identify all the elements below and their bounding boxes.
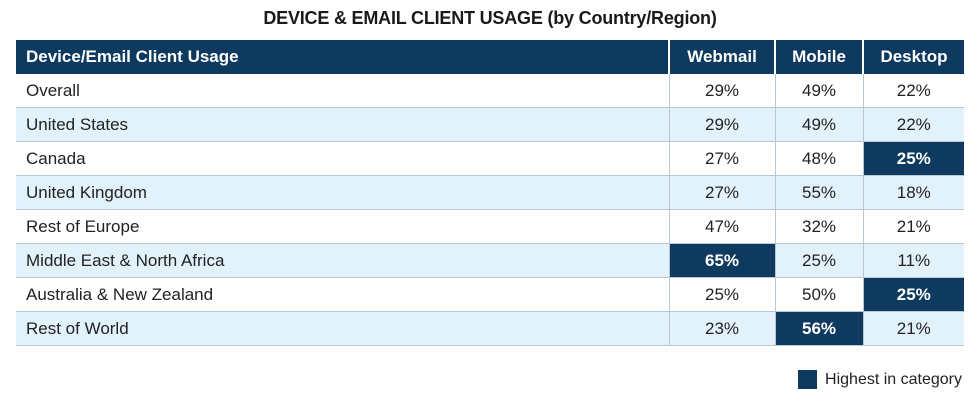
row-label: Australia & New Zealand	[16, 277, 670, 312]
legend: Highest in category	[798, 370, 962, 389]
cell-webmail: 29%	[669, 74, 776, 108]
cell-webmail: 25%	[669, 277, 776, 312]
filled-square-icon	[798, 370, 818, 389]
row-label: Rest of Europe	[16, 209, 670, 244]
table-row: United Kingdom 27% 55% 18%	[16, 175, 964, 210]
cell-mobile: 50%	[775, 277, 864, 312]
cell-webmail: 65%	[669, 243, 776, 278]
column-header-webmail: Webmail	[669, 40, 776, 74]
row-label: Overall	[16, 74, 670, 108]
cell-webmail: 47%	[669, 209, 776, 244]
cell-mobile: 49%	[775, 107, 864, 142]
row-label: Rest of World	[16, 311, 670, 346]
cell-webmail: 27%	[669, 175, 776, 210]
cell-mobile: 56%	[775, 311, 864, 346]
usage-table: Device/Email Client Usage Webmail Mobile…	[16, 40, 964, 346]
cell-webmail: 29%	[669, 107, 776, 142]
table-row: Rest of World 23% 56% 21%	[16, 311, 964, 346]
table-row: Overall 29% 49% 22%	[16, 74, 964, 108]
table-body: Overall 29% 49% 22% United States 29% 49% 22% Ca…	[16, 74, 964, 346]
column-header-desktop: Desktop	[863, 40, 964, 74]
table-row: Canada 27% 48% 25%	[16, 141, 964, 176]
cell-desktop: 22%	[863, 74, 964, 108]
row-label: Middle East & North Africa	[16, 243, 670, 278]
cell-mobile: 25%	[775, 243, 864, 278]
table-row: Australia & New Zealand 25% 50% 25%	[16, 277, 964, 312]
chart-title: DEVICE & EMAIL CLIENT USAGE (by Country/…	[263, 8, 717, 28]
cell-desktop: 22%	[863, 107, 964, 142]
cell-desktop: 18%	[863, 175, 964, 210]
cell-desktop: 25%	[863, 141, 964, 176]
cell-desktop: 21%	[863, 209, 964, 244]
cell-desktop: 21%	[863, 311, 964, 346]
cell-mobile: 48%	[775, 141, 864, 176]
row-label: Canada	[16, 141, 670, 176]
table-row: Middle East & North Africa 65% 25% 11%	[16, 243, 964, 278]
cell-webmail: 27%	[669, 141, 776, 176]
row-label: United States	[16, 107, 670, 142]
table-header-row: Device/Email Client Usage Webmail Mobile…	[16, 40, 964, 74]
table-row: Rest of Europe 47% 32% 21%	[16, 209, 964, 244]
table-row: United States 29% 49% 22%	[16, 107, 964, 142]
cell-webmail: 23%	[669, 311, 776, 346]
cell-desktop: 25%	[863, 277, 964, 312]
column-header-category: Device/Email Client Usage	[16, 40, 670, 74]
cell-desktop: 11%	[863, 243, 964, 278]
cell-mobile: 32%	[775, 209, 864, 244]
column-header-mobile: Mobile	[775, 40, 864, 74]
cell-mobile: 55%	[775, 175, 864, 210]
cell-mobile: 49%	[775, 74, 864, 108]
legend-label: Highest in category	[825, 370, 962, 388]
row-label: United Kingdom	[16, 175, 670, 210]
